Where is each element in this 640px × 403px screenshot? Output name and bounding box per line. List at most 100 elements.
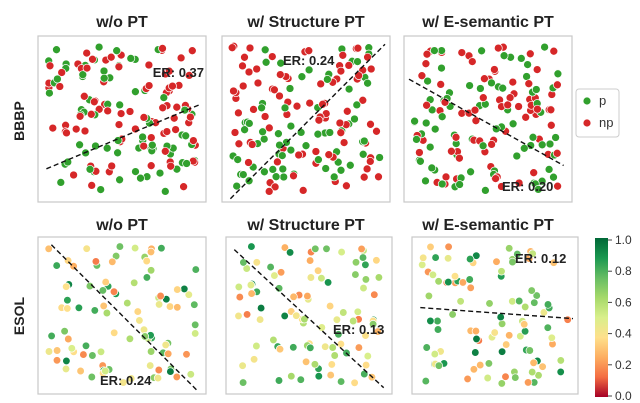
scatter-point bbox=[164, 66, 174, 76]
scatter-point bbox=[492, 257, 501, 266]
scatter-point bbox=[94, 42, 104, 52]
scatter-point bbox=[234, 108, 243, 118]
scatter-point bbox=[130, 243, 140, 253]
scatter-point bbox=[90, 306, 99, 315]
scatter-point bbox=[422, 343, 431, 352]
scatter-point bbox=[511, 373, 520, 382]
scatter-point bbox=[190, 300, 199, 309]
scatter-point bbox=[136, 173, 145, 183]
legend: p np bbox=[575, 88, 620, 138]
scatter-point bbox=[301, 357, 311, 366]
scatter-point bbox=[87, 181, 97, 190]
scatter-point bbox=[108, 257, 117, 266]
scatter-point bbox=[528, 367, 537, 377]
scatter-point bbox=[372, 126, 381, 136]
scatter-point bbox=[329, 172, 339, 182]
scatter-point bbox=[374, 273, 384, 282]
scatter-point bbox=[437, 112, 447, 122]
scatter-point bbox=[443, 254, 453, 263]
scatter-point bbox=[146, 133, 156, 142]
scatter-point bbox=[173, 303, 182, 312]
scatter-point bbox=[491, 174, 500, 183]
scatter-point bbox=[289, 343, 298, 352]
scatter-point bbox=[258, 127, 267, 137]
panel-title-bbbp-structure: w/ Structure PT bbox=[246, 14, 365, 31]
panel-0 bbox=[37, 35, 207, 203]
scatter-point bbox=[115, 100, 125, 110]
scatter-point bbox=[62, 282, 71, 291]
scatter-point bbox=[553, 181, 562, 191]
scatter-point bbox=[67, 344, 76, 353]
scatter-point bbox=[549, 172, 558, 182]
scatter-point bbox=[85, 164, 95, 174]
scatter-point bbox=[52, 346, 62, 355]
scatter-point bbox=[523, 60, 532, 69]
scatter-point bbox=[416, 156, 425, 166]
panel-3 bbox=[37, 236, 207, 395]
scatter-point bbox=[257, 103, 266, 113]
scatter-point bbox=[334, 330, 343, 339]
scatter-point bbox=[172, 102, 182, 112]
scatter-point bbox=[361, 360, 371, 370]
scatter-point bbox=[259, 134, 269, 144]
scatter-point bbox=[130, 278, 139, 287]
scatter-point bbox=[244, 158, 253, 167]
scatter-point bbox=[82, 48, 92, 58]
scatter-point bbox=[342, 181, 351, 191]
scatter-point bbox=[370, 290, 379, 299]
scatter-point bbox=[421, 118, 431, 128]
scatter-point bbox=[410, 116, 419, 126]
scatter-point bbox=[531, 85, 541, 94]
scatter-point bbox=[330, 351, 339, 360]
scatter-point bbox=[525, 346, 534, 355]
decision-boundary bbox=[420, 306, 574, 320]
scatter-point bbox=[276, 58, 286, 68]
scatter-point bbox=[249, 105, 258, 114]
scatter-point bbox=[182, 350, 191, 359]
scatter-point bbox=[552, 148, 562, 158]
scatter-point bbox=[142, 256, 151, 266]
scatter-point bbox=[421, 59, 431, 69]
scatter-point bbox=[260, 112, 270, 121]
scatter-point bbox=[115, 242, 125, 251]
scatter-point bbox=[289, 292, 298, 301]
scatter-point bbox=[106, 52, 116, 62]
scatter-point bbox=[476, 84, 485, 93]
panel-5 bbox=[411, 236, 579, 395]
scatter-point bbox=[478, 93, 488, 103]
scatter-point bbox=[135, 316, 144, 325]
scatter-point bbox=[60, 327, 69, 336]
scatter-point bbox=[111, 251, 121, 261]
scatter-point bbox=[285, 84, 295, 93]
scatter-point bbox=[359, 136, 369, 146]
scatter-point bbox=[144, 81, 154, 90]
scatter-point bbox=[336, 339, 346, 349]
scatter-point bbox=[339, 138, 349, 147]
scatter-point bbox=[101, 366, 110, 376]
scatter-point bbox=[353, 57, 362, 66]
scatter-point bbox=[508, 77, 518, 87]
scatter-point bbox=[191, 265, 200, 274]
scatter-point bbox=[292, 101, 302, 111]
scatter-point bbox=[240, 52, 249, 62]
scatter-point bbox=[465, 254, 475, 264]
scatter-point bbox=[522, 72, 531, 81]
scatter-point bbox=[180, 284, 189, 294]
scatter-point bbox=[306, 343, 315, 352]
scatter-point bbox=[350, 378, 359, 387]
scatter-point bbox=[422, 100, 431, 110]
scatter-point bbox=[133, 307, 142, 316]
scatter-point bbox=[57, 68, 67, 77]
scatter-point bbox=[437, 179, 447, 189]
scatter-point bbox=[374, 172, 383, 182]
scatter-point bbox=[286, 145, 296, 155]
scatter-point bbox=[260, 167, 269, 177]
scatter-point bbox=[365, 157, 375, 166]
scatter-point bbox=[556, 367, 565, 377]
scatter-point bbox=[71, 124, 81, 134]
scatter-point bbox=[48, 123, 58, 133]
scatter-point bbox=[227, 43, 237, 53]
scatter-point bbox=[238, 361, 247, 370]
scatter-point bbox=[326, 370, 335, 380]
scatter-point bbox=[232, 181, 242, 191]
